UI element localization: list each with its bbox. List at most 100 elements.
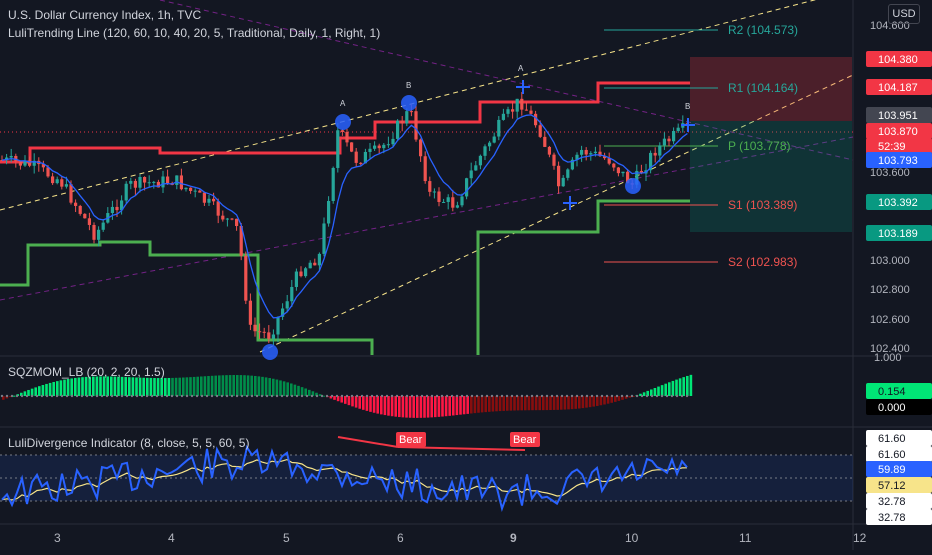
sqzmom-dot [680, 394, 684, 398]
sqzmom-bar [95, 376, 99, 396]
indicator-luli-divergence-legend[interactable]: LuliDivergence Indicator (8, close, 5, 5… [8, 436, 250, 450]
price-tag-bg [866, 225, 932, 241]
sqzmom-dot [555, 394, 559, 398]
y-tick-label: 102.800 [870, 284, 910, 296]
sqzmom-bar [502, 396, 505, 411]
price-tag-text: 103.392 [878, 197, 918, 209]
sqzmom-bar [200, 376, 203, 396]
candle-body [258, 331, 262, 333]
sqzmom-bar [84, 376, 88, 396]
sqzmom-bar [344, 396, 347, 404]
sqzmom-dot [475, 394, 479, 398]
candle-body [405, 111, 409, 124]
price-tag-bg [866, 123, 932, 139]
candle-body [676, 127, 680, 131]
price-tag-bg [866, 51, 932, 67]
sqzmom-bar [192, 376, 196, 396]
sqzmom-bar [653, 388, 657, 396]
candle-body [363, 151, 367, 164]
candle-body [414, 111, 418, 140]
sqzmom-dot [620, 394, 624, 398]
price-tag-text: 52:39 [878, 141, 906, 153]
price-tag-text: 104.380 [878, 54, 918, 66]
point-label: B [406, 81, 411, 90]
candle-body [193, 190, 197, 192]
sqzmom-dot [310, 394, 314, 398]
candle-body [552, 154, 556, 166]
sqzmom-bar [430, 396, 433, 418]
sqzmom-bar [473, 396, 477, 414]
price-tag: 52:39 [866, 138, 932, 154]
sqzmom-bar [30, 388, 34, 396]
currency-button[interactable]: USD [888, 4, 920, 24]
sqzmom-bar [225, 375, 228, 396]
candle-body [437, 191, 441, 203]
candle-body [373, 145, 377, 149]
lower-step-line [476, 199, 690, 355]
sqz-tag-bg [866, 383, 932, 399]
candle-body [419, 139, 423, 157]
sqzmom-dot [370, 394, 374, 398]
sqzmom-dot [10, 394, 14, 398]
sqzmom-dot [420, 394, 424, 398]
candle-body [465, 178, 469, 197]
sqzmom-bar [675, 379, 678, 396]
indicator-sqzmom-legend[interactable]: SQZMOM_LB (20, 2, 20, 1.5) [8, 365, 165, 379]
indicator-lulitrending-legend[interactable]: LuliTrending Line (120, 60, 10, 40, 20, … [8, 26, 381, 40]
sqzmom-bar [534, 396, 538, 411]
sqzmom-dot [250, 394, 254, 398]
div-tag-text: 59.89 [878, 464, 906, 476]
sqzmom-bar [380, 396, 383, 415]
pivot-point-marker [625, 178, 641, 194]
sqz-tag-text: 0.000 [878, 402, 906, 414]
sqzmom-dot [165, 394, 169, 398]
sqzmom-dot [45, 394, 49, 398]
sqzmom-dot [125, 394, 129, 398]
sqzmom-dot [105, 394, 109, 398]
candle-body [327, 200, 331, 224]
sqzmom-bar [560, 396, 563, 410]
candle-body [267, 332, 271, 339]
candle-body [524, 109, 528, 111]
candle-body [87, 218, 91, 225]
x-tick-label: 4 [168, 531, 175, 545]
sqzmom-bar [596, 396, 599, 406]
candle-body [9, 155, 13, 158]
sqzmom-dot [480, 394, 484, 398]
sqzmom-dot [360, 394, 364, 398]
div-tag-text: 32.78 [878, 512, 906, 524]
price-tag: 103.392 [866, 194, 932, 210]
sqzmom-dot [280, 394, 284, 398]
candle-body [382, 144, 386, 149]
sqzmom-dot [35, 394, 39, 398]
sqzmom-bar [441, 396, 444, 417]
candle-body [607, 158, 611, 164]
candle-body [175, 175, 179, 185]
sqz-tag-bg [866, 399, 932, 415]
candle-body [359, 162, 363, 164]
sqzmom-bar [585, 396, 588, 408]
sqzmom-bar [243, 375, 246, 396]
candle-body [23, 160, 27, 166]
sqzmom-bar [689, 374, 693, 396]
bear-label-bg [510, 432, 540, 447]
sqzmom-bar [48, 382, 52, 396]
candle-body [520, 98, 524, 110]
sqzmom-bar [552, 396, 556, 410]
point-label: A [340, 99, 346, 108]
sqzmom-dot [540, 394, 544, 398]
sqzmom-dot [560, 394, 564, 398]
sqzmom-dot [60, 394, 64, 398]
sqzmom-dot [200, 394, 204, 398]
candle-body [198, 190, 202, 193]
candle-body [290, 286, 294, 302]
price-tag-bg [866, 152, 932, 168]
sqzmom-bar [574, 396, 577, 409]
candle-body [368, 148, 372, 152]
sqzmom-dot [410, 394, 414, 398]
sqzmom-bar [9, 396, 12, 398]
sqzmom-dot [450, 394, 454, 398]
sqzmom-dot [495, 394, 499, 398]
